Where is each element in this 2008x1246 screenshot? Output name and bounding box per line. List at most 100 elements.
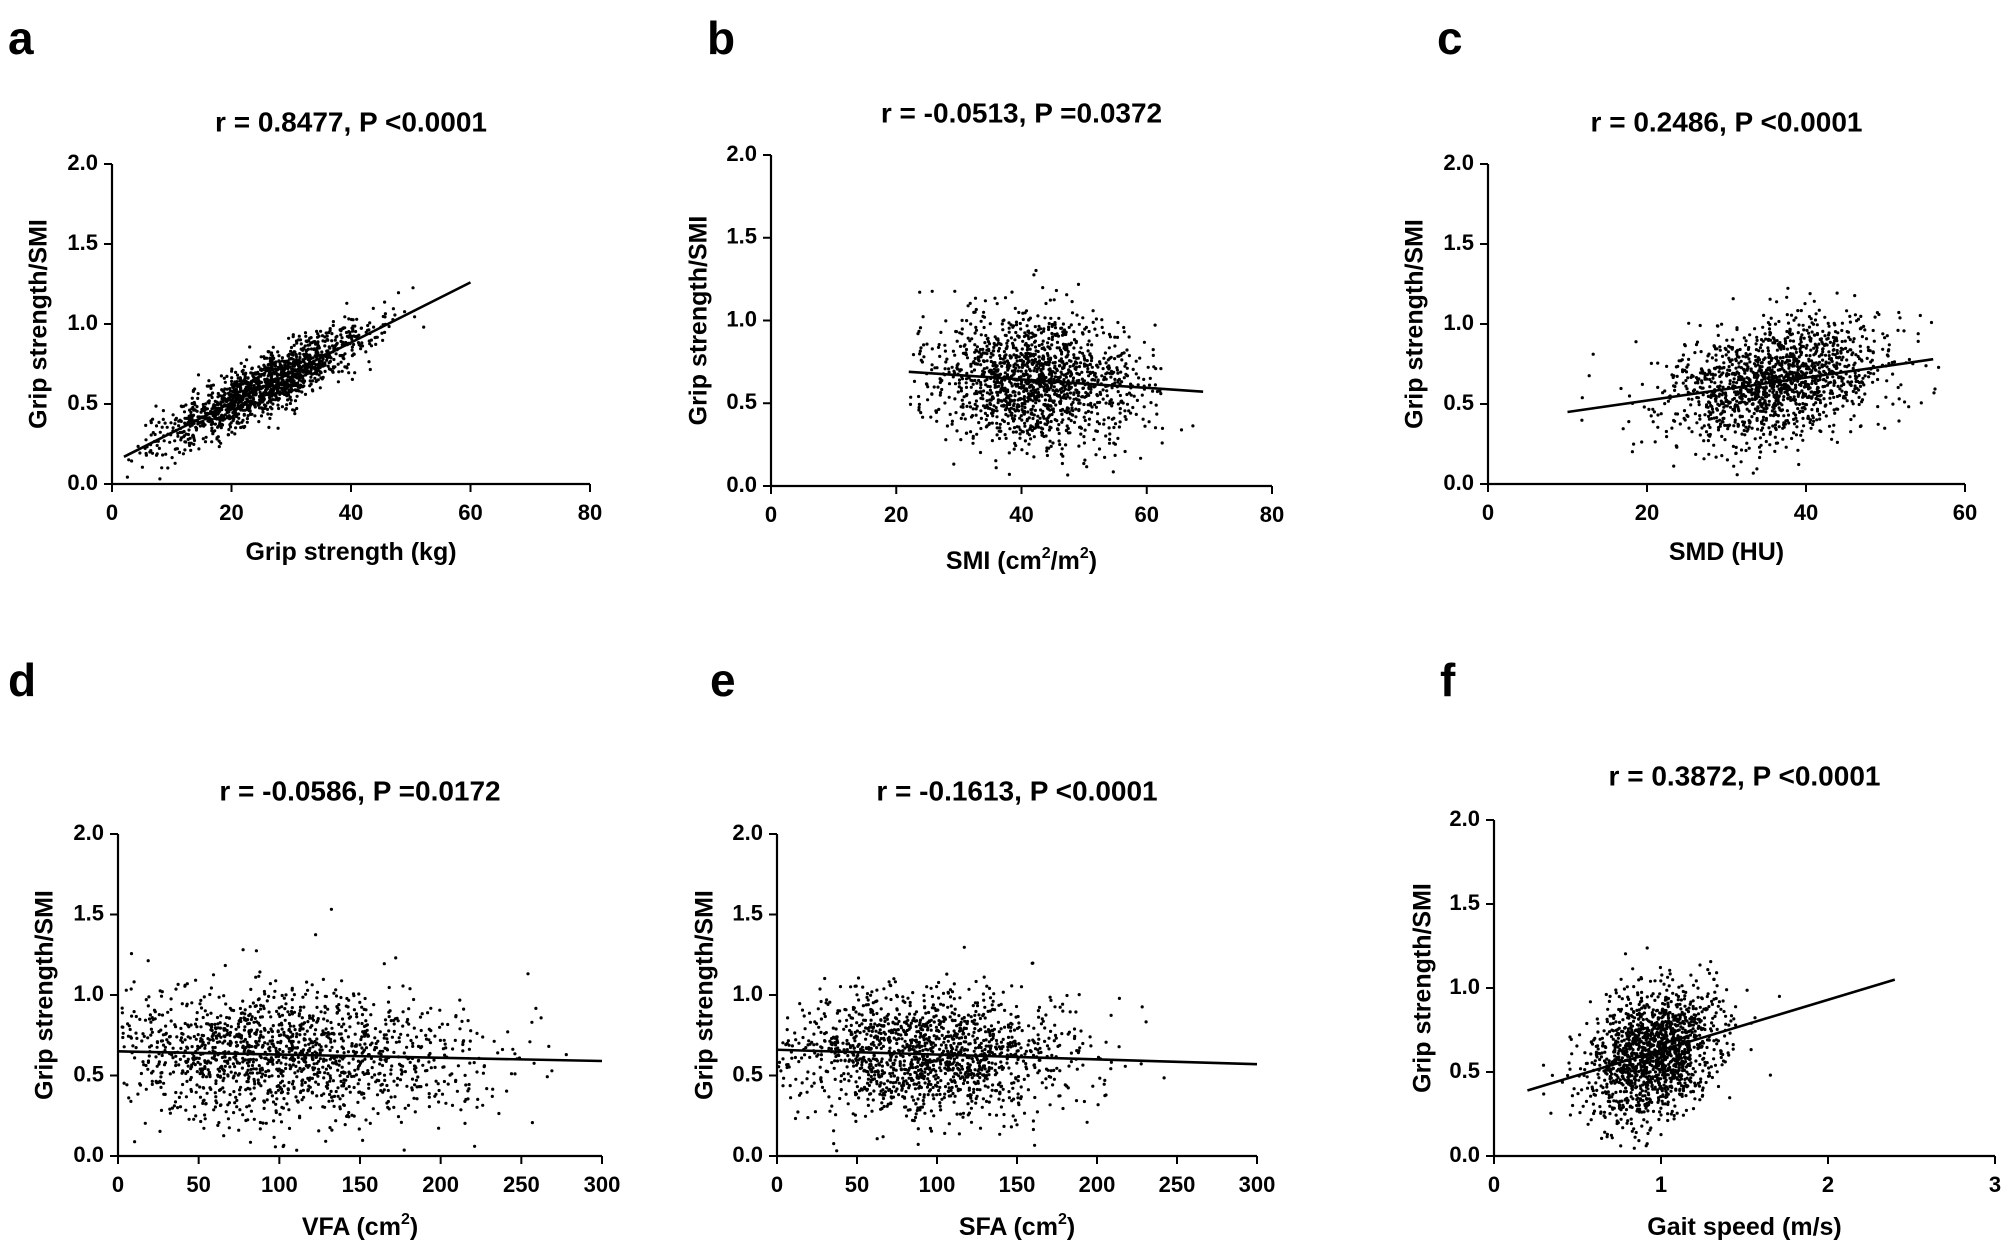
scatter-point (196, 415, 200, 419)
scatter-point (380, 1063, 385, 1068)
scatter-point (1034, 388, 1038, 392)
panel-title: r = -0.0513, P =0.0372 (881, 97, 1162, 128)
scatter-point (1009, 323, 1013, 327)
scatter-point (1777, 406, 1781, 410)
scatter-point (1698, 385, 1702, 389)
scatter-point (1047, 363, 1051, 367)
scatter-point (1007, 366, 1011, 370)
scatter-point (1029, 398, 1033, 402)
scatter-point (192, 1105, 197, 1109)
scatter-point (285, 403, 289, 407)
scatter-point (979, 363, 983, 367)
scatter-point (1831, 430, 1835, 434)
scatter-point (1810, 408, 1814, 412)
scatter-point (1840, 389, 1844, 393)
scatter-point (979, 409, 983, 413)
scatter-point (1744, 339, 1748, 343)
scatter-point (295, 394, 299, 398)
scatter-point (1031, 416, 1035, 421)
scatter-point (922, 355, 926, 359)
scatter-point (1066, 473, 1070, 477)
scatter-point (1786, 396, 1790, 400)
scatter-point (1854, 391, 1858, 395)
scatter-point (1832, 408, 1836, 412)
scatter-point (1805, 343, 1809, 347)
scatter-point (1791, 355, 1796, 359)
scatter-point (1796, 309, 1800, 313)
scatter-point (936, 345, 941, 349)
scatter-point (1823, 315, 1827, 319)
scatter-point (1804, 367, 1809, 371)
scatter-point (324, 331, 328, 335)
scatter-point (1013, 414, 1017, 418)
scatter-point (247, 405, 251, 409)
scatter-point (1024, 372, 1028, 376)
scatter-point (1741, 393, 1746, 397)
scatter-point (968, 301, 972, 305)
scatter-point (1754, 379, 1759, 383)
scatter-point (1083, 458, 1087, 462)
scatter-point (1090, 410, 1094, 414)
scatter-point (1047, 414, 1051, 418)
scatter-point (1778, 346, 1782, 350)
scatter-point (939, 330, 943, 334)
scatter-point (1047, 336, 1051, 341)
scatter-point (1042, 434, 1046, 439)
scatter-point (1084, 391, 1088, 395)
scatter-point (1759, 428, 1763, 432)
scatter-point (1666, 399, 1670, 403)
scatter-point (403, 1106, 407, 1110)
scatter-point (1005, 346, 1009, 350)
scatter-point (1831, 375, 1835, 379)
scatter-point (317, 1059, 321, 1063)
scatter-point (912, 379, 917, 383)
scatter-point (1851, 389, 1855, 393)
scatter-point (1762, 313, 1766, 317)
scatter-point (1808, 420, 1812, 425)
scatter-point (210, 395, 214, 400)
scatter-point (317, 366, 321, 370)
scatter-point (1122, 325, 1126, 330)
scatter-point (1080, 377, 1084, 381)
panel-letter: a (8, 12, 34, 64)
scatter-point (1025, 429, 1029, 433)
scatter-point (248, 1071, 253, 1075)
scatter-point (1744, 425, 1748, 429)
scatter-point (161, 409, 165, 413)
scatter-point (1719, 422, 1723, 426)
scatter-point (1012, 417, 1017, 421)
scatter-point (173, 439, 177, 443)
scatter-point (1781, 355, 1785, 360)
scatter-point (274, 393, 278, 397)
scatter-point (1723, 438, 1727, 442)
scatter-point (1772, 384, 1776, 388)
scatter-point (1062, 373, 1066, 377)
scatter-point (1041, 367, 1045, 371)
scatter-point (1064, 355, 1068, 359)
scatter-point (271, 345, 275, 349)
scatter-point (1708, 425, 1712, 430)
scatter-point (985, 399, 989, 403)
scatter-point (1047, 325, 1051, 329)
scatter-point (235, 381, 239, 385)
scatter-point (385, 1037, 389, 1041)
scatter-point (1086, 403, 1090, 407)
scatter-point (1803, 384, 1807, 388)
scatter-point (226, 1023, 230, 1028)
scatter-point (237, 416, 241, 420)
scatter-point (368, 1121, 372, 1125)
scatter-point (222, 1134, 226, 1138)
scatter-point (235, 394, 239, 398)
scatter-point (199, 410, 203, 414)
scatter-point (1049, 316, 1053, 320)
scatter-point (1715, 416, 1719, 420)
scatter-point (1916, 332, 1920, 336)
scatter-point (279, 382, 283, 386)
scatter-point (1896, 385, 1900, 390)
scatter-point (1107, 426, 1111, 430)
scatter-point (1890, 360, 1894, 365)
scatter-point (202, 405, 206, 409)
scatter-point (1077, 390, 1081, 394)
scatter-point (1142, 377, 1146, 381)
scatter-point (1025, 348, 1029, 352)
